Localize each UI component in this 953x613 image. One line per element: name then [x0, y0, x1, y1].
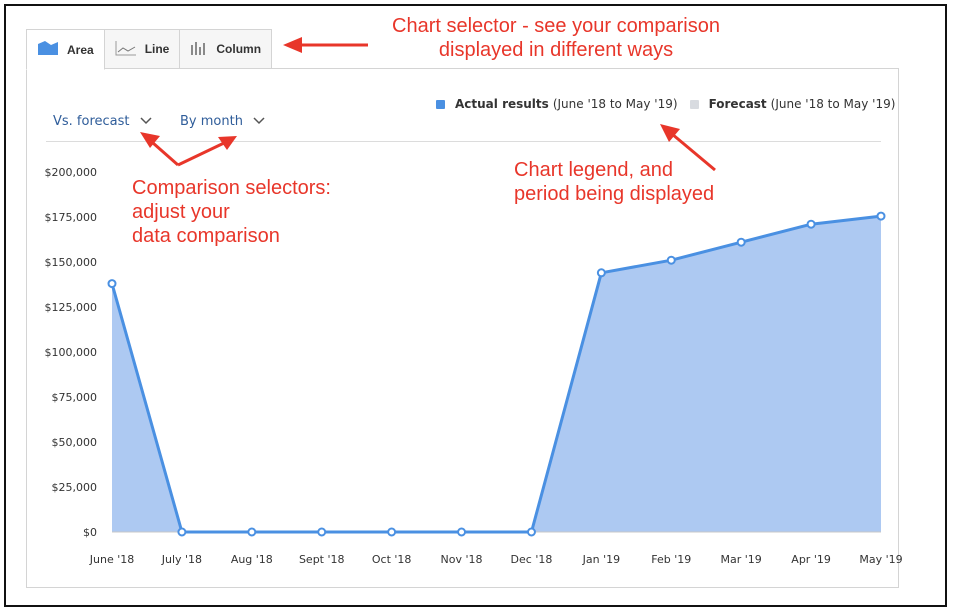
x-tick-label: Sept '18	[299, 553, 345, 566]
annotation-arrow-legend	[671, 132, 716, 172]
legend-forecast-label: Forecast	[708, 97, 767, 111]
annotation-arrowhead-tabs	[283, 37, 302, 53]
chart-legend: Actual results (June '18 to May '19) For…	[436, 97, 895, 111]
x-tick-label: Jan '19	[582, 553, 620, 566]
chevron-down-icon	[139, 114, 152, 129]
y-tick-label: $175,000	[45, 211, 98, 224]
tab-line-label: Line	[144, 42, 170, 56]
annotation-chart-legend: Chart legend, and period being displayed	[514, 158, 714, 206]
x-tick-label: Dec '18	[511, 553, 553, 566]
line-chart-icon	[115, 40, 137, 59]
x-tick-label: Aug '18	[231, 553, 273, 566]
y-tick-label: $50,000	[52, 436, 98, 449]
data-point	[107, 279, 117, 289]
annotation-legend-line-1: Chart legend, and	[514, 159, 674, 181]
legend-item-actual[interactable]: Actual results (June '18 to May '19)	[436, 97, 678, 111]
data-point	[177, 527, 187, 537]
x-tick-label: May '19	[859, 553, 902, 566]
annotation-arrow-comparison-right	[177, 141, 225, 167]
data-point	[526, 527, 536, 537]
data-point	[247, 527, 257, 537]
y-tick-label: $150,000	[45, 256, 98, 269]
annotation-chart-selector: Chart selector - see your comparison dis…	[376, 14, 736, 62]
column-chart-icon	[190, 40, 208, 59]
x-tick-label: Feb '19	[651, 553, 691, 566]
data-point	[596, 268, 606, 278]
tab-column-label: Column	[216, 42, 262, 56]
annotation-arrow-comparison-left	[152, 141, 179, 167]
tab-column[interactable]: Column	[180, 29, 273, 69]
y-tick-label: $0	[83, 526, 97, 539]
legend-swatch-actual	[436, 99, 445, 109]
x-tick-label: Mar '19	[721, 553, 762, 566]
tab-area[interactable]: Area	[26, 29, 105, 70]
data-point	[736, 237, 746, 247]
data-point	[317, 527, 327, 537]
data-point	[806, 219, 816, 229]
annotation-comparison-selectors: Comparison selectors: adjust your data c…	[132, 176, 331, 248]
tab-area-label: Area	[67, 42, 94, 57]
y-tick-label: $200,000	[45, 166, 98, 179]
period-selector[interactable]: By month	[180, 114, 265, 129]
chevron-down-icon	[253, 114, 265, 129]
x-tick-label: Oct '18	[372, 553, 412, 566]
legend-forecast-period: (June '18 to May '19)	[770, 97, 896, 111]
annotation-arrowhead-legend	[660, 124, 680, 142]
annotation-chart-selector-line-1: Chart selector - see your comparison	[392, 15, 720, 37]
y-tick-label: $25,000	[52, 481, 98, 494]
annotation-arrowhead-comparison-left	[140, 132, 160, 148]
annotation-comparison-line-1: Comparison selectors:	[132, 177, 331, 199]
x-tick-label: June '18	[89, 553, 134, 566]
chart-type-tabs: Area Line Column	[26, 29, 273, 70]
legend-item-forecast[interactable]: Forecast (June '18 to May '19)	[689, 97, 896, 111]
series-line-actual	[110, 214, 882, 534]
series-area-actual	[112, 216, 881, 532]
annotation-comparison-line-2: adjust your	[132, 201, 230, 223]
data-point	[387, 527, 397, 537]
legend-actual-period: (June '18 to May '19)	[552, 97, 678, 111]
x-tick-label: Nov '18	[441, 553, 483, 566]
header-divider	[46, 141, 881, 142]
y-tick-label: $125,000	[45, 301, 98, 314]
annotation-chart-selector-line-2: displayed in different ways	[438, 39, 674, 61]
data-point	[876, 211, 886, 221]
annotation-legend-line-2: period being displayed	[514, 183, 715, 205]
data-point	[457, 527, 467, 537]
comparison-selector[interactable]: Vs. forecast	[53, 114, 152, 129]
y-tick-label: $100,000	[45, 346, 98, 359]
x-tick-label: Apr '19	[791, 553, 831, 566]
legend-actual-label: Actual results	[455, 97, 549, 111]
period-selector-label: By month	[180, 114, 243, 129]
y-tick-label: $75,000	[52, 391, 98, 404]
comparison-selector-label: Vs. forecast	[53, 114, 130, 129]
data-point	[666, 255, 676, 265]
x-tick-label: July '18	[161, 553, 202, 566]
annotation-arrowhead-comparison-right	[218, 136, 237, 150]
annotation-comparison-line-3: data comparison	[132, 225, 280, 247]
area-chart-icon	[37, 40, 59, 59]
legend-swatch-forecast	[689, 99, 699, 109]
tab-line[interactable]: Line	[104, 29, 181, 69]
